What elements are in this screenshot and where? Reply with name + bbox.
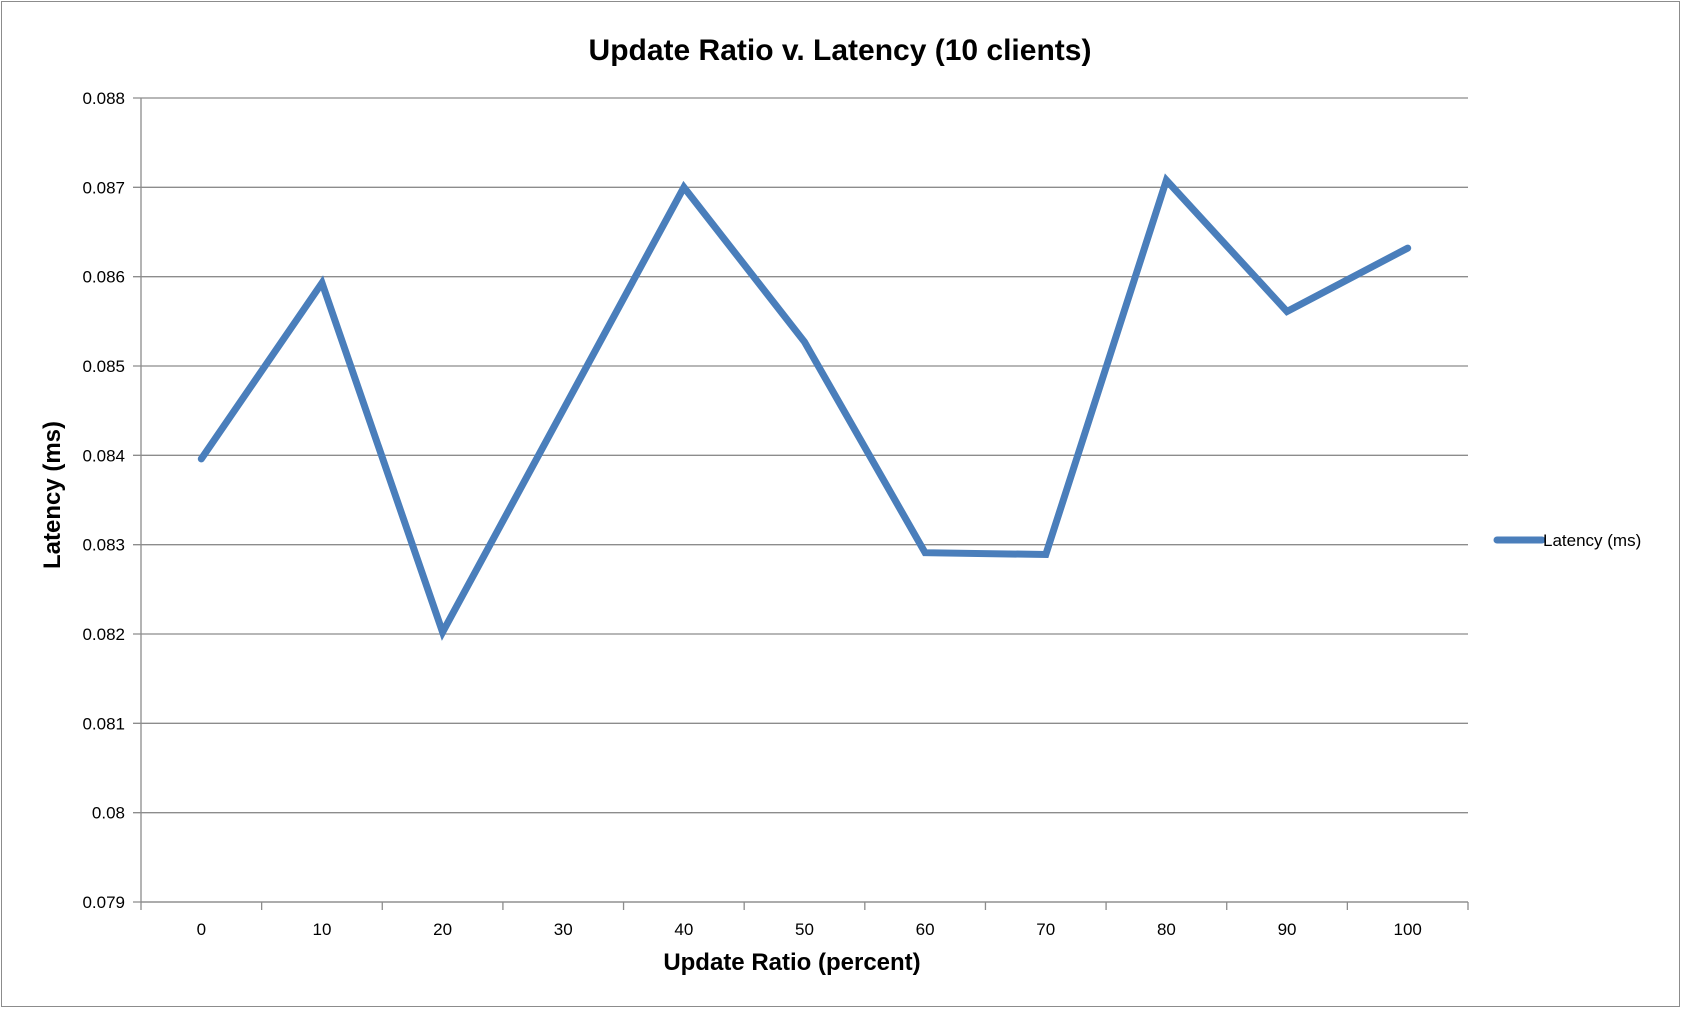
x-tick-label: 90 [1278,920,1297,939]
x-tick-label: 30 [554,920,573,939]
x-tick-labels: 0 10 20 30 40 50 60 70 80 90 100 [197,920,1422,939]
x-tick-label: 60 [916,920,935,939]
x-tick-label: 70 [1036,920,1055,939]
chart-title: Update Ratio v. Latency (10 clients) [589,34,1092,67]
y-tick-label: 0.085 [82,357,125,376]
series-line-latency [197,173,1412,641]
y-tick-label: 0.084 [82,446,125,465]
series-lines [197,173,1412,641]
x-tick-label: 100 [1393,920,1421,939]
gridlines [133,97,1468,903]
legend-label-latency: Latency (ms) [1543,531,1641,550]
legend: Latency (ms) [1493,531,1641,550]
y-tick-label: 0.088 [82,89,125,108]
y-tick-label: 0.086 [82,268,125,287]
y-tick-label: 0.082 [82,625,125,644]
x-tick-label: 40 [674,920,693,939]
x-axis-title: Update Ratio (percent) [663,949,920,976]
x-tick-label: 80 [1157,920,1176,939]
y-tick-label: 0.081 [82,714,125,733]
y-axis-title: Latency (ms) [39,421,66,569]
axes [140,98,1469,910]
y-tick-label: 0.08 [92,804,125,823]
x-tick-label: 20 [433,920,452,939]
x-tick-label: 0 [197,920,206,939]
y-tick-label: 0.079 [82,893,125,912]
y-tick-label: 0.087 [82,178,125,197]
y-tick-labels: 0.079 0.08 0.081 0.082 0.083 0.084 0.085 0.086 0… [82,89,125,912]
x-tick-label: 50 [795,920,814,939]
x-tick-label: 10 [312,920,331,939]
y-tick-label: 0.083 [82,536,125,555]
